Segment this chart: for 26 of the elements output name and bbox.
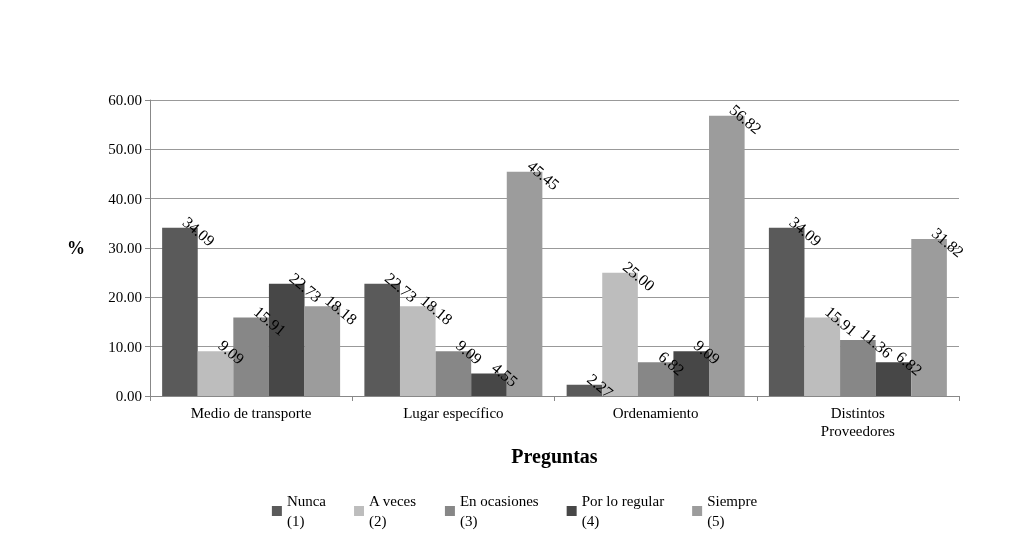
y-tick-label: 40.00 xyxy=(108,190,142,207)
y-tick-label: 10.00 xyxy=(108,338,142,355)
y-tick-label: 60.00 xyxy=(108,92,142,108)
y-tick-label: 0.00 xyxy=(115,388,142,404)
data-label: 2.27 xyxy=(584,370,617,402)
data-label: 6.82 xyxy=(893,347,926,379)
data-label: 9.09 xyxy=(453,336,486,368)
y-tick-label: 30.00 xyxy=(108,240,142,256)
legend-label: A veces (2) xyxy=(369,493,417,530)
x-tick-label: Lugar específico xyxy=(403,405,504,421)
x-tick-label: Medio de transporte xyxy=(190,405,312,421)
legend-label: Siempre (5) xyxy=(707,493,758,530)
x-axis-title: Preguntas xyxy=(511,445,598,468)
x-tick-label: Distintos Proveedores xyxy=(820,405,896,439)
y-axis-title: % xyxy=(67,238,85,258)
y-tick-label: 20.00 xyxy=(108,289,142,306)
data-label: 45.45 xyxy=(524,157,563,194)
x-tick-label: Ordenamiento xyxy=(612,405,699,421)
legend-label: Por lo regular (4) xyxy=(581,493,665,530)
data-label: 9.09 xyxy=(215,336,248,368)
data-label: 4.55 xyxy=(488,358,522,390)
legend-label: Nunca (1) xyxy=(286,493,327,530)
data-label: 9.09 xyxy=(690,336,724,368)
legend-label: En ocasiones (3) xyxy=(459,493,539,530)
data-label: 6.82 xyxy=(655,347,688,379)
y-tick-label: 50.00 xyxy=(108,141,142,158)
